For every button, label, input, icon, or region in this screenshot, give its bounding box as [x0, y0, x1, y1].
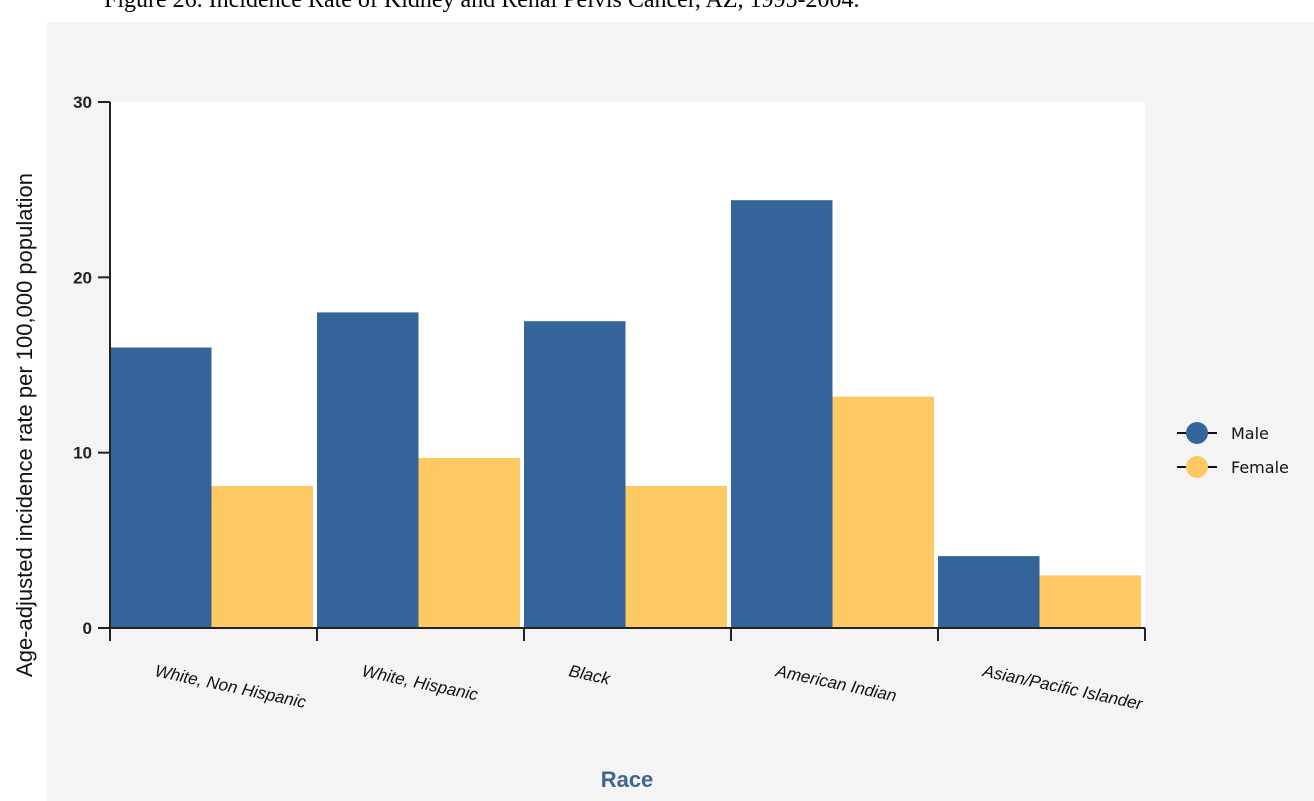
legend-label-male: Male	[1231, 424, 1269, 443]
bar-male-3	[731, 200, 833, 628]
x-tick-label-2: Black	[567, 661, 613, 689]
bars-group	[110, 200, 1141, 628]
x-axis-label: Race	[601, 767, 654, 792]
legend-label-female: Female	[1231, 458, 1289, 477]
y-tick-label-0: 0	[83, 619, 92, 638]
legend-marker-female	[1186, 456, 1208, 478]
bar-male-1	[317, 312, 419, 628]
bar-female-2	[625, 486, 727, 628]
x-tick-label-4: Asian/Pacific Islander	[980, 661, 1145, 714]
legend: Male Female	[1177, 422, 1289, 478]
bar-male-2	[524, 321, 626, 628]
bar-female-4	[1039, 575, 1141, 628]
x-tick-label-3: American Indian	[773, 661, 898, 705]
bar-female-1	[418, 457, 520, 628]
bar-female-0	[211, 486, 313, 628]
bar-male-4	[938, 556, 1040, 628]
legend-marker-male	[1186, 422, 1208, 444]
chart-title: Figure 26. Incidence Rate of Kidney and …	[104, 0, 860, 13]
x-tick-label-0: White, Non Hispanic	[153, 661, 308, 712]
bar-male-0	[110, 347, 212, 628]
x-tick-label-1: White, Hispanic	[360, 661, 480, 704]
y-tick-label-3: 30	[73, 93, 92, 112]
y-tick-label-2: 20	[73, 268, 92, 287]
y-axis-label: Age-adjusted incidence rate per 100,000 …	[12, 173, 37, 677]
y-tick-label-1: 10	[73, 444, 92, 463]
bar-female-3	[832, 396, 934, 628]
